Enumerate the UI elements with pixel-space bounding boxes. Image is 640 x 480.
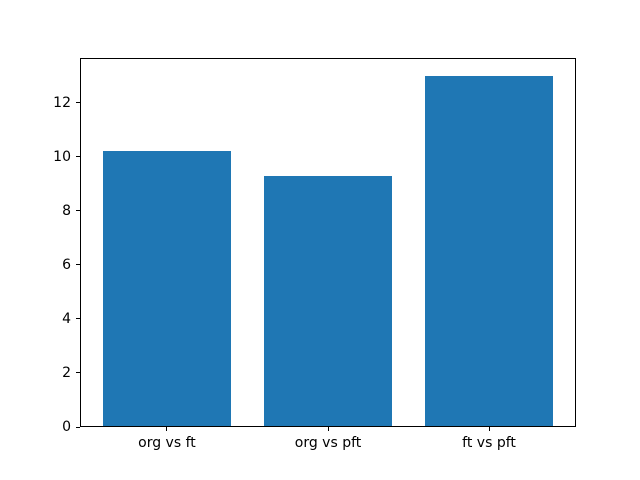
y-tick-label: 10 bbox=[53, 148, 71, 165]
y-tick-label: 4 bbox=[62, 310, 71, 327]
y-tick-mark bbox=[76, 264, 80, 266]
x-tick-label: org vs pft bbox=[294, 435, 362, 451]
x-tick-label: org vs ft bbox=[138, 435, 196, 451]
y-tick-mark bbox=[76, 102, 80, 104]
y-tick-label: 8 bbox=[62, 202, 71, 219]
y-tick-label: 12 bbox=[53, 94, 71, 111]
x-tick-mark bbox=[166, 427, 168, 431]
y-tick-mark bbox=[76, 372, 80, 374]
y-tick-mark bbox=[76, 426, 80, 428]
bar bbox=[424, 75, 554, 426]
x-tick-label: ft vs pft bbox=[462, 435, 516, 451]
y-tick-label: 6 bbox=[62, 256, 71, 273]
y-tick-label: 2 bbox=[62, 364, 71, 381]
y-tick-mark bbox=[76, 318, 80, 320]
y-tick-mark bbox=[76, 210, 80, 212]
y-tick-label: 0 bbox=[62, 419, 71, 435]
bar bbox=[102, 151, 232, 426]
x-tick-mark bbox=[327, 427, 329, 431]
y-tick-mark bbox=[76, 156, 80, 158]
x-tick-mark bbox=[488, 427, 490, 431]
bar bbox=[263, 175, 393, 426]
